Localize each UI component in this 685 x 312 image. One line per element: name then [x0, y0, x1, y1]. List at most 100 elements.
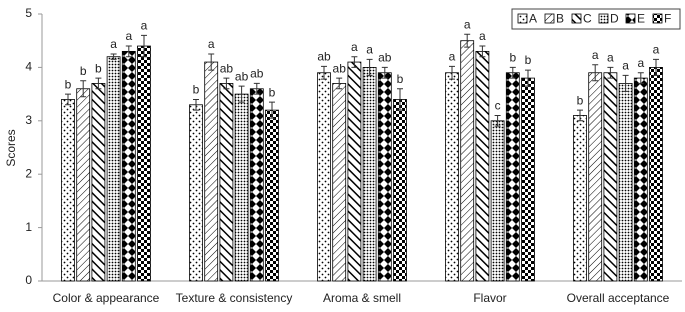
y-tick-label: 1	[25, 220, 32, 234]
error-bar	[622, 74, 629, 92]
bar	[393, 99, 407, 282]
significance-letter: ab	[317, 50, 331, 64]
significance-letter: ab	[220, 61, 234, 75]
error-bar	[653, 58, 659, 76]
error-bar	[464, 33, 471, 48]
significance-letter: a	[125, 29, 132, 43]
bar	[445, 72, 459, 282]
error-bar	[637, 72, 644, 84]
significance-letter: a	[637, 56, 644, 70]
bar	[234, 93, 249, 282]
x-tick-label: Aroma & smell	[323, 291, 401, 305]
error-bar	[479, 45, 486, 58]
error-bar	[125, 45, 132, 58]
bar	[106, 56, 121, 282]
error-bar	[95, 77, 102, 90]
error-bar	[110, 53, 117, 60]
error-bar	[336, 77, 343, 90]
significance-letter: ab	[250, 67, 264, 81]
legend-swatch	[571, 13, 582, 24]
significance-letter: a	[607, 51, 614, 65]
error-bar	[366, 58, 373, 76]
significance-letter: b	[525, 53, 532, 67]
legend-label: F	[664, 12, 671, 26]
significance-letter: b	[397, 72, 404, 86]
bar	[377, 72, 392, 282]
legend-swatch	[652, 13, 663, 24]
bar	[521, 77, 535, 282]
legend-label: A	[529, 12, 537, 26]
significance-letter: b	[509, 51, 516, 65]
bar	[265, 109, 279, 282]
bar	[121, 50, 136, 282]
bar	[618, 83, 633, 282]
x-tick-label: Texture & consistency	[176, 291, 293, 305]
error-bar	[208, 53, 215, 71]
bar	[249, 88, 264, 282]
bar	[362, 67, 377, 282]
error-bar	[509, 66, 516, 79]
error-bar	[321, 65, 327, 80]
significance-letter: ab	[378, 51, 392, 65]
legend-swatch	[517, 13, 528, 24]
bar	[603, 72, 618, 282]
bar	[490, 120, 505, 282]
significance-letter: b	[65, 77, 72, 91]
error-bar	[80, 80, 87, 98]
error-bar	[607, 66, 614, 79]
x-tick-label: Overall acceptance	[567, 291, 670, 305]
error-bar	[269, 101, 275, 119]
bar	[204, 61, 219, 282]
significance-letter: b	[95, 61, 102, 75]
bar	[588, 72, 603, 282]
significance-letter: a	[464, 17, 471, 31]
significance-letter: b	[193, 83, 200, 97]
error-bar	[351, 56, 358, 68]
bar	[460, 40, 475, 282]
error-bar	[253, 82, 260, 95]
error-bar	[494, 114, 501, 127]
legend-swatch	[625, 13, 636, 24]
y-axis-label: Scores	[4, 129, 18, 166]
error-bar	[141, 34, 147, 58]
error-bar	[592, 64, 599, 82]
y-tick-label: 2	[25, 166, 32, 180]
x-tick-label: Color & appearance	[53, 291, 160, 305]
bar	[317, 72, 331, 282]
bar	[76, 88, 91, 282]
error-bar	[397, 88, 403, 111]
error-bar	[238, 85, 245, 103]
legend-label: E	[637, 12, 645, 26]
legend-label: C	[583, 12, 592, 26]
bar	[633, 77, 648, 282]
significance-letter: a	[653, 43, 660, 57]
legend-label: B	[556, 12, 564, 26]
significance-letter: ab	[235, 69, 249, 83]
bar	[649, 67, 663, 282]
y-tick-label: 4	[25, 60, 32, 74]
bar	[332, 83, 347, 282]
bar	[505, 72, 520, 282]
significance-letter: ab	[333, 61, 347, 75]
bar	[137, 45, 151, 282]
significance-letter: a	[208, 37, 215, 51]
y-tick-label: 0	[25, 273, 32, 287]
error-bar	[577, 109, 583, 122]
error-bar	[193, 98, 199, 111]
y-tick-label: 5	[25, 6, 32, 20]
significance-letter: a	[592, 48, 599, 62]
y-tick-label: 3	[25, 113, 32, 127]
significance-letter: a	[141, 19, 148, 33]
bar	[189, 104, 203, 282]
bar	[61, 99, 75, 282]
error-bar	[65, 93, 71, 106]
significance-letter: b	[577, 93, 584, 107]
significance-letter: a	[622, 59, 629, 73]
bar	[347, 61, 362, 282]
significance-letter: a	[110, 37, 117, 51]
significance-letter: a	[449, 50, 456, 64]
significance-letter: a	[351, 40, 358, 54]
significance-letter: c	[495, 99, 501, 113]
bar	[91, 83, 106, 282]
bar	[573, 115, 587, 282]
